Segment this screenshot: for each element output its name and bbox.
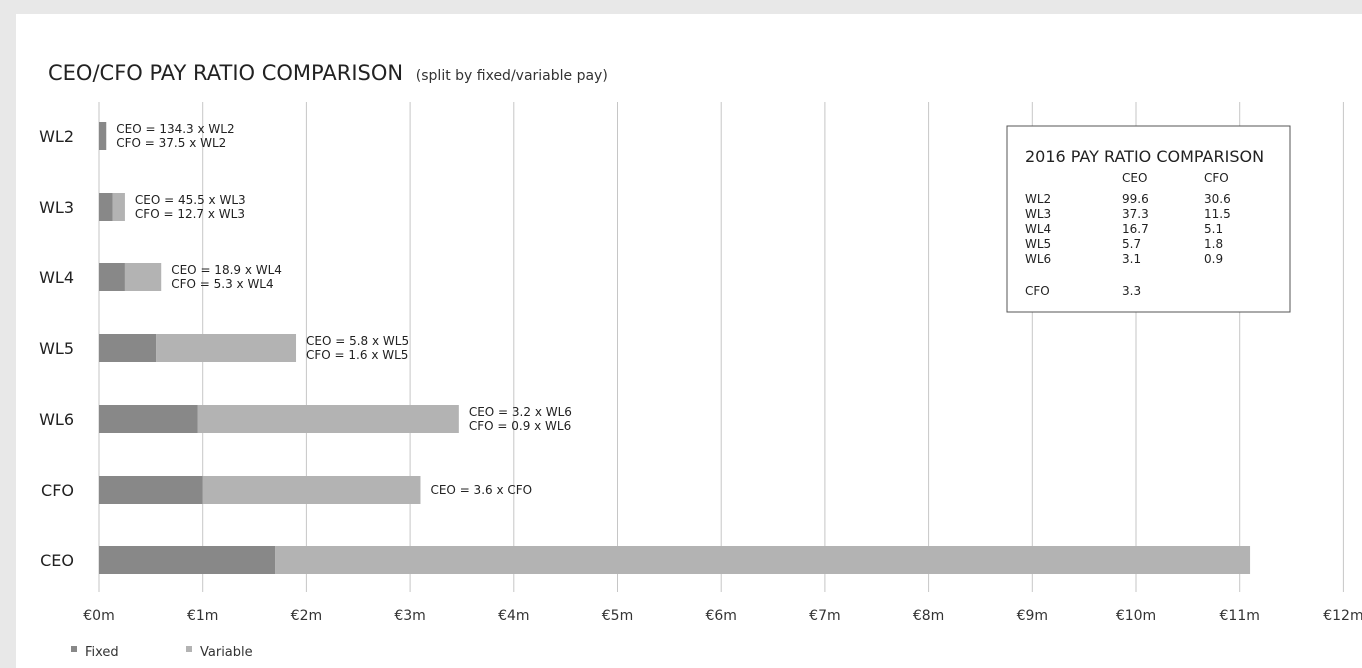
x-tick-label: €12m (1323, 608, 1362, 624)
bar-segment-fixed (99, 546, 276, 574)
bar-annotation: CEO = 45.5 x WL3 (135, 193, 246, 207)
bar-annotation: CFO = 5.3 x WL4 (171, 277, 273, 291)
inset-table: 2016 PAY RATIO COMPARISON CEO CFO WL2 99.6 30… (1006, 125, 1291, 313)
x-tick-label: €10m (1116, 608, 1156, 624)
bar-segment-fixed (99, 193, 113, 221)
category-labels: WL2 WL3 WL4 WL5 WL6 CFO CEO (39, 127, 74, 570)
bars-group (99, 122, 1251, 574)
x-tick-labels: €0m €1m €2m €3m €4m €5m €6m €7m €8m €9m €10m €11m €1… (83, 608, 1362, 624)
inset-table-cell: 0.9 (1204, 252, 1223, 266)
inset-table-cell: 30.6 (1204, 192, 1231, 206)
inset-table-cell: 99.6 (1122, 192, 1149, 206)
bar-segment-variable (275, 546, 1251, 574)
bar-annotation: CEO = 18.9 x WL4 (171, 263, 282, 277)
bar-annotation: CFO = 12.7 x WL3 (135, 207, 245, 221)
bar-segment-variable (197, 405, 459, 433)
x-tick-label: €6m (705, 608, 736, 624)
category-label: WL2 (39, 127, 74, 146)
inset-table-cell: 1.8 (1204, 237, 1223, 251)
x-tick-label: €9m (1017, 608, 1048, 624)
category-label: WL6 (39, 410, 74, 429)
bar-annotation: CFO = 1.6 x WL5 (306, 348, 408, 362)
category-label: WL3 (39, 198, 74, 217)
x-tick-label: €4m (498, 608, 529, 624)
legend-swatch (71, 646, 77, 652)
inset-table-cell: 5.1 (1204, 222, 1223, 236)
inset-table-cell: WL5 (1025, 237, 1051, 251)
legend: Fixed Variable (71, 645, 253, 660)
chart-subtitle: (split by fixed/variable pay) (416, 68, 608, 84)
bar-segment-variable (124, 263, 162, 291)
inset-table-cell: WL4 (1025, 222, 1051, 236)
pay-ratio-chart: CEO/CFO PAY RATIO COMPARISON (split by f… (39, 61, 1362, 660)
chart-title: CEO/CFO PAY RATIO COMPARISON (split by f… (48, 61, 608, 85)
category-label: CEO (40, 551, 74, 570)
chart-title-text: CEO/CFO PAY RATIO COMPARISON (48, 61, 403, 85)
x-tick-label: €11m (1220, 608, 1260, 624)
bar-segment-fixed (99, 263, 125, 291)
x-tick-label: €1m (187, 608, 218, 624)
category-label: WL4 (39, 268, 74, 287)
bar-annotation: CFO = 37.5 x WL2 (116, 136, 226, 150)
x-tick-label: €2m (291, 608, 322, 624)
inset-table-frame (1006, 125, 1291, 313)
inset-table-cell: WL2 (1025, 192, 1051, 206)
inset-table-cell: 37.3 (1122, 207, 1149, 221)
inset-table-cell: 3.1 (1122, 252, 1141, 266)
x-tick-label: €3m (394, 608, 425, 624)
category-label: CFO (41, 481, 74, 500)
bar-annotation: CEO = 3.6 x CFO (430, 483, 532, 497)
x-tick-label: €8m (913, 608, 944, 624)
x-tick-label: €0m (83, 608, 114, 624)
bar-segment-fixed (99, 334, 157, 362)
bar-annotation: CEO = 3.2 x WL6 (469, 405, 572, 419)
inset-table-cell: 11.5 (1204, 207, 1231, 221)
inset-table-cell: CFO (1025, 284, 1050, 298)
bar-segment-variable (112, 193, 125, 221)
bar-segment-fixed (99, 405, 198, 433)
bar-segment-fixed (99, 476, 203, 504)
inset-table-cell: 3.3 (1122, 284, 1141, 298)
inset-table-header: CEO (1122, 171, 1147, 185)
category-label: WL5 (39, 339, 74, 358)
legend-label: Variable (200, 645, 253, 660)
inset-table-cell: 5.7 (1122, 237, 1141, 251)
inset-table-header: CFO (1204, 171, 1229, 185)
x-tick-label: €7m (809, 608, 840, 624)
legend-label: Fixed (85, 645, 119, 660)
inset-table-title: 2016 PAY RATIO COMPARISON (1025, 147, 1264, 166)
inset-table-cell: WL6 (1025, 252, 1051, 266)
bar-annotation: CEO = 5.8 x WL5 (306, 334, 409, 348)
legend-swatch (186, 646, 192, 652)
x-tick-label: €5m (602, 608, 633, 624)
bar-segment-fixed (99, 122, 107, 150)
bar-segment-variable (202, 476, 421, 504)
bar-segment-variable (156, 334, 297, 362)
bar-annotation: CFO = 0.9 x WL6 (469, 419, 571, 433)
bar-annotation: CEO = 134.3 x WL2 (116, 122, 234, 136)
inset-table-cell: WL3 (1025, 207, 1051, 221)
chart-panel: CEO/CFO PAY RATIO COMPARISON (split by f… (16, 14, 1362, 668)
inset-table-cell: 16.7 (1122, 222, 1149, 236)
